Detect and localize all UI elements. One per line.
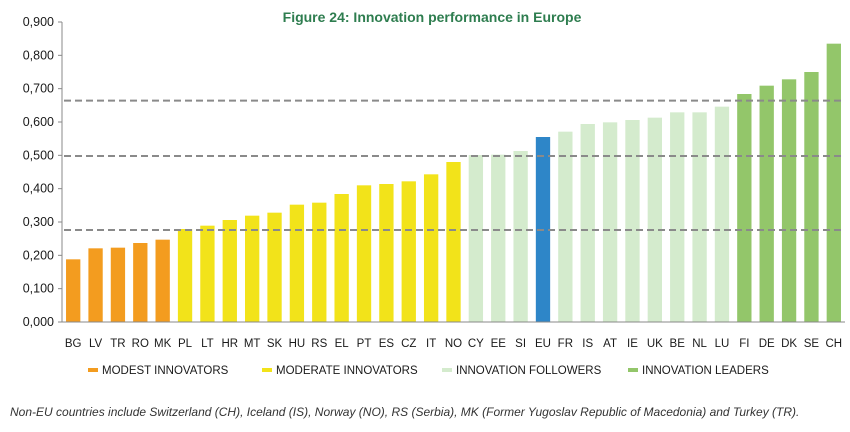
bar-ee — [491, 154, 506, 322]
bar-at — [602, 122, 618, 322]
y-tick-label: 0,500 — [23, 148, 54, 162]
legend-label-leader: INNOVATION LEADERS — [642, 365, 769, 377]
x-tick-label: SI — [515, 338, 526, 350]
x-tick-label: IS — [582, 338, 593, 350]
bar-no — [446, 162, 461, 322]
x-tick-label: EE — [491, 338, 507, 350]
bar-uk — [647, 117, 662, 322]
bar-si — [513, 151, 528, 322]
bar-chart: Figure 24: Innovation performance in Eur… — [23, 9, 845, 377]
bar-de — [759, 85, 774, 322]
bar-ch — [826, 43, 841, 323]
y-tick-label: 0,700 — [23, 82, 54, 96]
bar-dk — [781, 79, 797, 322]
x-tick-label: MK — [154, 338, 172, 350]
threshold-lines — [64, 99, 845, 231]
bar-rs — [312, 202, 327, 322]
x-tick-label: RS — [311, 338, 327, 350]
x-tick-label: PT — [357, 338, 372, 350]
bar-cy — [468, 155, 484, 322]
bar-se — [804, 72, 819, 322]
x-tick-label: NL — [692, 338, 707, 350]
y-tick-label: 0,100 — [23, 282, 54, 296]
x-tick-label: PL — [178, 338, 193, 350]
x-tick-label: TR — [110, 338, 125, 350]
x-tick-label: SK — [267, 338, 283, 350]
bar-is — [580, 124, 595, 322]
bar-hu — [289, 204, 305, 322]
footnote: Non-EU countries include Switzerland (CH… — [10, 405, 800, 419]
x-tick-label: CZ — [401, 338, 416, 350]
y-tick-label: 0,200 — [23, 248, 54, 262]
bar-pl — [177, 229, 193, 322]
x-tick-label: SE — [804, 338, 820, 350]
x-tick-label: HU — [289, 338, 306, 350]
x-tick-label: DE — [759, 338, 775, 350]
bar-bg — [66, 259, 81, 322]
x-tick-label: ES — [379, 338, 395, 350]
bar-it — [423, 174, 439, 322]
bar-cz — [401, 181, 416, 322]
x-tick-label: AT — [603, 338, 617, 350]
x-tick-label: FR — [558, 338, 573, 350]
bar-es — [379, 184, 394, 322]
legend: MODEST INNOVATORS MODERATE INNOVATORS INNO… — [88, 365, 769, 377]
x-axis: BG LV TR RO MK PL LT HR MT SK HU RS EL PT ES CZ IT NO CY EE… — [62, 321, 845, 350]
bar-pt — [356, 185, 372, 322]
y-tick-label: 0,800 — [23, 48, 54, 62]
bar-el — [334, 194, 349, 322]
x-tick-label: LU — [715, 338, 730, 350]
x-tick-label: LV — [89, 338, 103, 350]
x-tick-label: DK — [781, 338, 797, 350]
y-tick-label: 0,600 — [23, 115, 54, 129]
x-tick-label: MT — [244, 338, 261, 350]
legend-label-follower: INNOVATION FOLLOWERS — [456, 365, 602, 377]
legend-label-moderate: MODERATE INNOVATORS — [276, 365, 418, 377]
y-tick-label: 0,400 — [23, 182, 54, 196]
bar-ro — [133, 243, 148, 322]
y-tick-label: 0,000 — [23, 315, 54, 329]
x-tick-label: UK — [647, 338, 663, 350]
legend-label-modest: MODEST INNOVATORS — [102, 365, 229, 377]
x-tick-label: IE — [627, 338, 638, 350]
x-tick-label: RO — [132, 338, 149, 350]
bars — [66, 43, 841, 323]
y-tick-label: 0,300 — [23, 215, 54, 229]
x-tick-label: CH — [826, 338, 843, 350]
x-tick-label: HR — [221, 338, 238, 350]
y-axis: 0,000 0,100 0,200 0,300 0,400 0,500 0,600 0,700… — [23, 15, 63, 329]
x-tick-label: NO — [445, 338, 462, 350]
bar-mk — [155, 239, 170, 322]
x-tick-label: EU — [535, 338, 551, 350]
bar-lt — [200, 225, 215, 322]
bar-fi — [737, 94, 752, 322]
x-tick-label: IT — [426, 338, 436, 350]
x-tick-label: CY — [468, 338, 484, 350]
bar-ie — [625, 120, 640, 322]
x-tick-label: EL — [335, 338, 350, 350]
bar-lv — [88, 248, 103, 322]
bar-sk — [267, 212, 282, 322]
bar-fr — [558, 131, 573, 322]
y-tick-label: 0,900 — [23, 15, 54, 29]
bar-lu — [714, 106, 730, 322]
x-tick-label: LT — [201, 338, 214, 350]
chart-title: Figure 24: Innovation performance in Eur… — [283, 9, 582, 25]
bar-tr — [110, 247, 126, 322]
bar-hr — [222, 220, 237, 322]
bar-nl — [692, 112, 707, 322]
x-tick-label: FI — [739, 338, 749, 350]
x-tick-label: BG — [65, 338, 82, 350]
bar-mt — [245, 215, 260, 322]
x-tick-label: BE — [670, 338, 686, 350]
bar-be — [670, 112, 685, 322]
